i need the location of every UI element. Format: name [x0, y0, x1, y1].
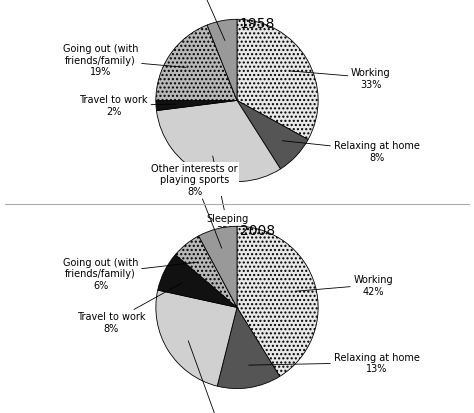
Wedge shape [237, 101, 308, 169]
Text: Other interests or
playing sports
8%: Other interests or playing sports 8% [152, 163, 238, 249]
Text: Working
42%: Working 42% [296, 274, 393, 296]
Text: Working
33%: Working 33% [290, 68, 391, 89]
Wedge shape [156, 101, 237, 112]
Text: 1958: 1958 [239, 17, 275, 31]
Wedge shape [237, 227, 318, 377]
Wedge shape [158, 255, 237, 308]
Wedge shape [156, 290, 237, 386]
Wedge shape [156, 26, 237, 101]
Text: Travel to work
8%: Travel to work 8% [77, 283, 182, 333]
Wedge shape [175, 236, 237, 308]
Text: Travel to work
2%: Travel to work 2% [80, 95, 176, 117]
Wedge shape [217, 308, 280, 389]
Text: Going out (with
friends/family)
6%: Going out (with friends/family) 6% [63, 257, 198, 290]
Text: Sleeping
25%: Sleeping 25% [188, 341, 242, 413]
Wedge shape [207, 20, 237, 101]
Wedge shape [156, 101, 281, 182]
Text: Relaxing at home
13%: Relaxing at home 13% [249, 352, 419, 373]
Wedge shape [199, 227, 237, 308]
Wedge shape [237, 20, 318, 140]
Text: 2008: 2008 [240, 224, 275, 238]
Text: Other interests or
playing sports
6%: Other interests or playing sports 6% [152, 0, 238, 41]
Text: Sleeping
32%: Sleeping 32% [206, 157, 248, 235]
Text: Relaxing at home
8%: Relaxing at home 8% [283, 140, 419, 162]
Text: Going out (with
friends/family)
19%: Going out (with friends/family) 19% [63, 44, 186, 77]
